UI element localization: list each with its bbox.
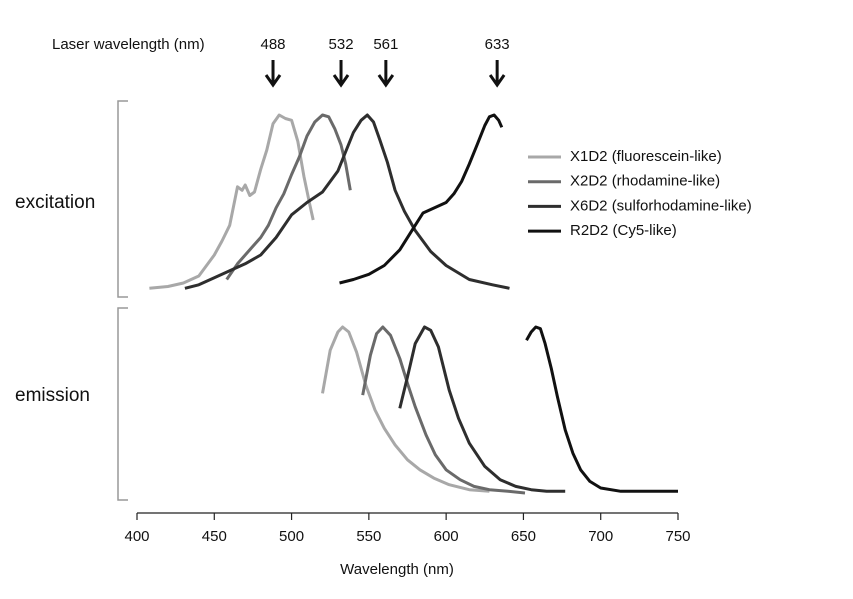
laser-value: 532	[329, 36, 354, 53]
x-tick-label: 700	[588, 528, 613, 545]
laser-arrow	[332, 60, 350, 88]
x-tick-label: 750	[665, 528, 690, 545]
legend-label: R2D2 (Cy5-like)	[570, 222, 677, 239]
laser-arrow	[488, 60, 506, 88]
panel-label: excitation	[15, 192, 95, 213]
spectrum-line	[321, 325, 490, 493]
spectrum-line	[398, 325, 566, 493]
x-tick-label: 400	[124, 528, 149, 545]
x-tick-label: 450	[202, 528, 227, 545]
spectrum-line	[225, 113, 352, 281]
x-tick-label: 650	[511, 528, 536, 545]
spectrum-line	[361, 325, 526, 495]
panel-label: emission	[15, 385, 90, 406]
spectrum-line	[184, 113, 510, 290]
legend-label: X2D2 (rhodamine-like)	[570, 173, 720, 190]
panel-brackets	[117, 100, 128, 501]
legend-label: X1D2 (fluorescein-like)	[570, 148, 722, 165]
spectrum-line	[525, 325, 678, 493]
laser-label: Laser wavelength (nm)	[52, 36, 205, 53]
laser-value: 488	[261, 36, 286, 53]
legend-label: X6D2 (sulforhodamine-like)	[570, 197, 752, 214]
x-tick-label: 600	[434, 528, 459, 545]
x-axis-title: Wavelength (nm)	[340, 561, 454, 578]
x-tick-label: 550	[356, 528, 381, 545]
laser-arrow	[377, 60, 395, 88]
spectrum-line	[339, 113, 504, 285]
x-tick-label: 500	[279, 528, 304, 545]
laser-value: 633	[485, 36, 510, 53]
spectrum-line	[149, 113, 315, 290]
laser-arrow	[264, 60, 282, 88]
laser-value: 561	[373, 36, 398, 53]
